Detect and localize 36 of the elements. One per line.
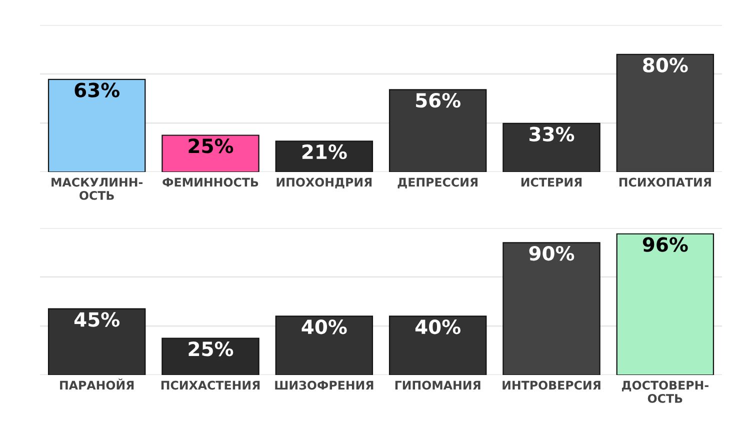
data-label: 56% bbox=[416, 92, 460, 108]
x-tick-label: ГИПОМАНИЯ bbox=[395, 380, 480, 390]
x-tick-label: ДЕПРЕССИЯ bbox=[398, 178, 478, 188]
bar bbox=[502, 122, 600, 172]
bar bbox=[275, 316, 374, 375]
x-tick-label: ИПОХОНДРИЯ bbox=[276, 178, 372, 188]
data-label: 63% bbox=[74, 82, 120, 98]
x-tick-label: ИНТРОВЕРСИЯ bbox=[502, 380, 600, 390]
x-tick-label: ШИЗОФРЕНИЯ bbox=[275, 380, 374, 390]
bar bbox=[502, 242, 600, 375]
data-label: 80% bbox=[643, 58, 688, 72]
bar bbox=[162, 134, 260, 172]
x-tick-label: ДОСТОВЕРН- ОСТЬ bbox=[622, 380, 708, 403]
bar bbox=[616, 233, 714, 375]
bar bbox=[616, 54, 714, 172]
x-tick-label: ПАРАНОЙЯ bbox=[60, 378, 134, 390]
bar bbox=[162, 338, 260, 375]
data-label: 45% bbox=[74, 312, 120, 327]
data-label: 40% bbox=[415, 319, 460, 334]
bar bbox=[275, 140, 374, 172]
bar bbox=[48, 78, 146, 172]
bar bbox=[388, 89, 487, 172]
bar bbox=[388, 316, 487, 375]
x-tick-label: МАСКУЛИНН- ОСТЬ bbox=[52, 178, 143, 200]
x-tick-label: ИСТЕРИЯ bbox=[521, 178, 582, 187]
x-tick-label: ФЕМИННОСТЬ bbox=[162, 178, 258, 187]
data-label: 90% bbox=[529, 246, 574, 261]
data-label: 25% bbox=[188, 138, 234, 154]
bar bbox=[48, 308, 146, 375]
data-label: 33% bbox=[530, 126, 574, 142]
data-label: 40% bbox=[302, 319, 347, 334]
data-label: 21% bbox=[302, 144, 347, 160]
data-label: 25% bbox=[188, 342, 234, 356]
x-tick-label: ПСИХОПАТИЯ bbox=[619, 178, 711, 187]
x-tick-label: ПСИХАСТЕНИЯ bbox=[161, 380, 260, 390]
data-label: 96% bbox=[642, 237, 688, 252]
